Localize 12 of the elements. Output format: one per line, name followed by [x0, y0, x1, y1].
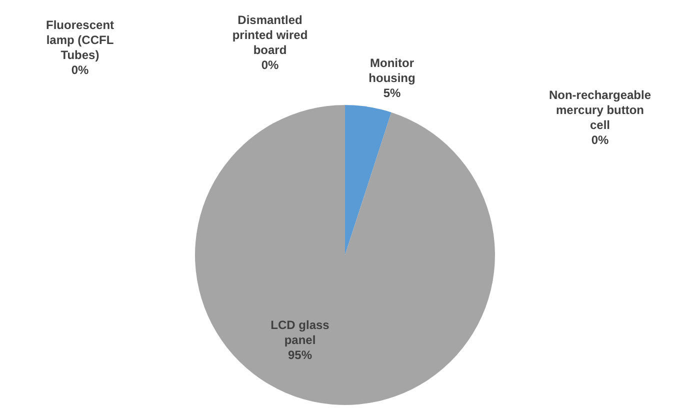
text: 0% [591, 133, 609, 147]
pie-slice [345, 105, 392, 255]
category-label: Fluorescent lamp (CCFL Tubes) [46, 18, 114, 62]
data-label: 5% [383, 86, 401, 100]
pie-slice [195, 105, 495, 405]
data-label: 95% [288, 348, 312, 362]
text: 0% [261, 58, 279, 72]
category-label: Dismantled printed wired board [232, 13, 308, 57]
slice-label: LCD glass panel [270, 318, 330, 347]
text: 0% [71, 63, 89, 77]
category-label: Non-rechargeable mercury button cell [548, 88, 652, 132]
slice-label: Monitor housing [368, 56, 416, 85]
